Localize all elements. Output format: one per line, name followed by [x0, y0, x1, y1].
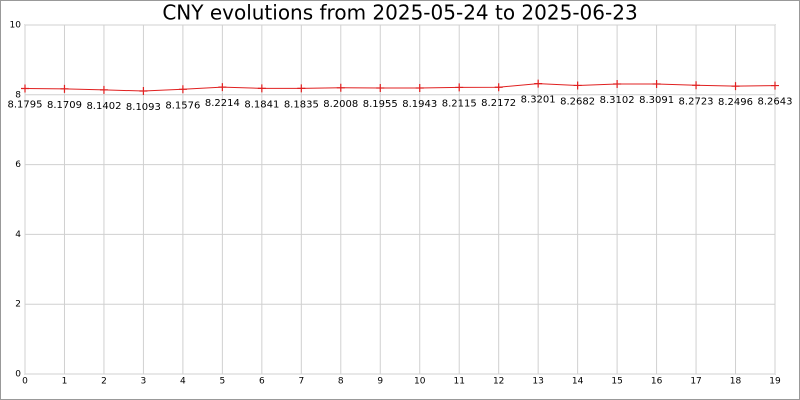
x-tick-label: 19: [769, 377, 781, 387]
data-label: 8.3102: [600, 95, 635, 106]
point-marker: [139, 86, 148, 95]
point-marker: [297, 84, 306, 93]
point-marker: [178, 85, 187, 94]
data-label: 8.2214: [205, 98, 240, 109]
x-tick-label: 3: [141, 377, 147, 387]
x-tick-label: 7: [298, 377, 304, 387]
point-marker: [731, 82, 740, 91]
plot-area: [24, 24, 776, 375]
x-tick-label: 2: [101, 377, 107, 387]
data-label: 8.2172: [481, 98, 516, 109]
point-marker: [455, 83, 464, 92]
point-marker: [415, 84, 424, 93]
x-tick-label: 1: [62, 377, 68, 387]
point-marker: [771, 81, 779, 90]
data-label: 8.3091: [639, 95, 674, 106]
point-marker: [613, 79, 622, 88]
x-tick-label: 4: [180, 377, 186, 387]
data-label: 8.1709: [47, 100, 82, 111]
data-label: 8.1835: [284, 99, 319, 110]
data-label: 8.2643: [758, 97, 793, 108]
data-label: 8.2682: [560, 96, 595, 107]
chart-title: CNY evolutions from 2025-05-24 to 2025-0…: [162, 1, 637, 25]
data-label: 8.1093: [126, 102, 161, 113]
data-label: 8.2496: [718, 97, 753, 108]
y-tick-label: 6: [15, 160, 21, 170]
point-marker: [257, 84, 266, 93]
y-tick-label: 2: [15, 300, 21, 310]
data-label: 8.2723: [679, 96, 714, 107]
point-marker: [21, 84, 29, 93]
data-label: 8.2115: [442, 98, 477, 109]
x-tick-label: 15: [611, 377, 622, 387]
x-tick-label: 18: [730, 377, 742, 387]
point-marker: [336, 83, 345, 92]
x-tick-label: 8: [338, 377, 344, 387]
y-tick-label: 0: [15, 370, 21, 380]
x-tick-label: 14: [572, 377, 584, 387]
x-tick-label: 13: [532, 377, 543, 387]
x-tick-label: 12: [493, 377, 504, 387]
data-label: 8.1841: [244, 99, 279, 110]
data-label: 8.1402: [86, 101, 121, 112]
x-tick-label: 5: [220, 377, 226, 387]
data-label: 8.1576: [165, 100, 200, 111]
y-tick-label: 4: [15, 230, 21, 240]
data-label: 8.1955: [363, 99, 398, 110]
point-marker: [376, 83, 385, 92]
data-label: 8.1795: [8, 100, 43, 111]
series-line: [24, 83, 776, 92]
data-label: 8.3201: [521, 95, 556, 106]
x-tick-label: 10: [414, 377, 426, 387]
x-tick-label: 17: [690, 377, 701, 387]
y-tick-label: 8: [15, 90, 21, 100]
point-marker: [573, 81, 582, 90]
x-tick-label: 0: [22, 377, 28, 387]
x-tick-label: 6: [259, 377, 265, 387]
data-label: 8.1943: [402, 99, 437, 110]
data-label: 8.2008: [323, 99, 358, 110]
point-marker: [692, 81, 701, 90]
point-marker: [60, 84, 69, 93]
point-marker: [652, 80, 661, 89]
x-tick-label: 11: [453, 377, 464, 387]
point-marker: [494, 83, 503, 92]
y-tick-label: 10: [10, 21, 22, 31]
x-tick-label: 9: [377, 377, 383, 387]
point-marker: [218, 83, 227, 92]
x-tick-label: 16: [651, 377, 663, 387]
point-marker: [534, 79, 543, 88]
point-marker: [99, 85, 108, 94]
